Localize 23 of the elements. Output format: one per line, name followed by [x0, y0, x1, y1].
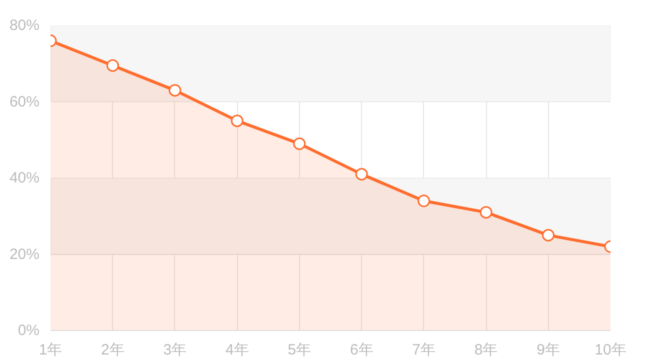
x-tick-label: 3年	[163, 342, 187, 358]
point	[168, 84, 182, 97]
x-tick-label: 4年	[225, 342, 249, 358]
y-tick-label: 20%	[9, 246, 40, 263]
y-tick-label: 60%	[9, 93, 40, 110]
point	[418, 194, 430, 208]
x-tick-label: 2年	[101, 342, 124, 358]
x-tick-label: 5年	[288, 342, 312, 358]
point	[542, 228, 555, 242]
x-tick-label: 10年	[594, 342, 626, 358]
point	[106, 59, 119, 72]
y-tick-label: 40%	[9, 170, 40, 186]
x-tick-label: 1年	[38, 342, 62, 358]
x-tick-label: 6年	[350, 342, 374, 358]
point	[480, 206, 492, 219]
x-tick-label: 8年	[474, 342, 498, 358]
point	[230, 114, 244, 128]
x-tick-label: 7年	[412, 342, 436, 358]
point	[355, 168, 368, 180]
y-tick-label: 0%	[18, 322, 40, 339]
y-tick-label: 80%	[9, 17, 40, 34]
point	[293, 137, 306, 150]
x-tick-label: 9年	[536, 342, 560, 358]
